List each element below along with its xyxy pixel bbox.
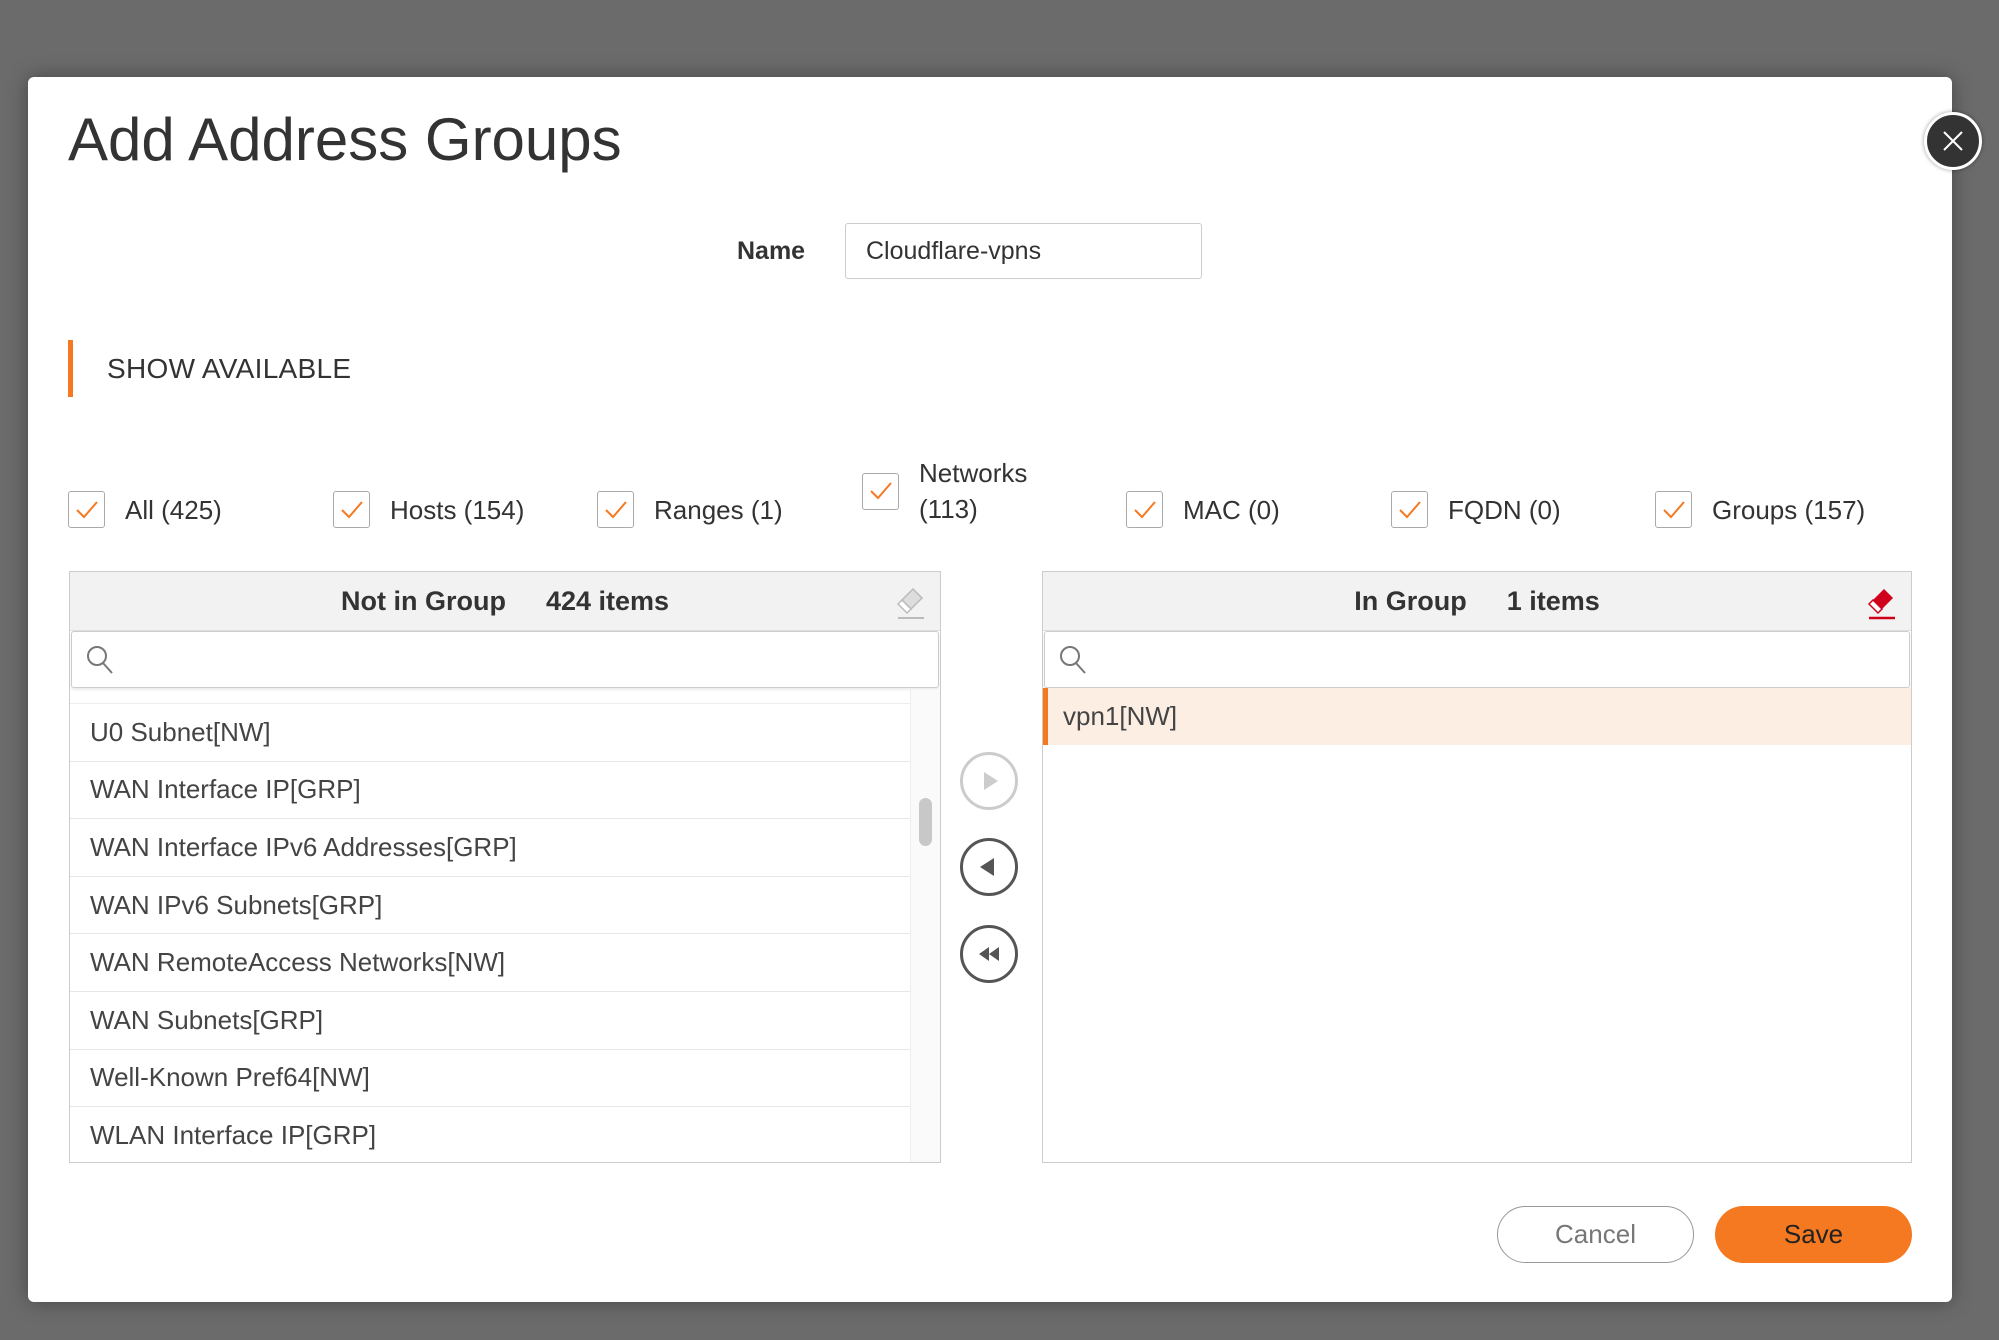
filter-checkbox-networks[interactable]: Networks (113) bbox=[862, 455, 1027, 527]
name-input[interactable] bbox=[845, 223, 1202, 279]
play-right-icon bbox=[984, 772, 998, 790]
filter-label: MAC (0) bbox=[1183, 494, 1280, 525]
close-button[interactable] bbox=[1924, 112, 1982, 170]
list-item[interactable]: WAN RemoteAccess Networks[NW] bbox=[70, 934, 910, 992]
not-in-group-scrollbar[interactable] bbox=[910, 690, 940, 1162]
checkbox[interactable] bbox=[68, 491, 105, 528]
save-button[interactable]: Save bbox=[1715, 1206, 1912, 1263]
in-group-title: In Group bbox=[1354, 585, 1467, 616]
not-in-group-search-input[interactable] bbox=[124, 632, 938, 687]
filter-label: All (425) bbox=[125, 494, 222, 525]
list-item[interactable]: WAN Subnets[GRP] bbox=[70, 992, 910, 1050]
filter-checkbox-hosts[interactable]: Hosts (154) bbox=[333, 491, 524, 528]
filter-label: FQDN (0) bbox=[1448, 494, 1561, 525]
list-item[interactable]: WAN Interface IP[GRP] bbox=[70, 762, 910, 820]
checkbox[interactable] bbox=[1126, 491, 1163, 528]
list-item[interactable]: Well-Known Pref64[NW] bbox=[70, 1050, 910, 1108]
filter-label: Hosts (154) bbox=[390, 494, 525, 525]
search-icon bbox=[87, 645, 113, 674]
not-in-group-panel: Not in Group 424 items U0 Subnet[NW] WAN … bbox=[69, 571, 941, 1163]
not-in-group-header: Not in Group 424 items bbox=[70, 572, 940, 631]
checkmark-icon bbox=[869, 482, 892, 500]
list-item[interactable]: U0 Subnet[NW] bbox=[70, 704, 910, 762]
in-group-search-input[interactable] bbox=[1097, 632, 1909, 687]
name-label: Name bbox=[737, 237, 806, 265]
checkmark-icon bbox=[604, 500, 627, 518]
not-in-group-title: Not in Group bbox=[340, 585, 506, 616]
not-in-group-count: 424 items bbox=[545, 585, 670, 616]
in-group-search[interactable] bbox=[1044, 631, 1910, 688]
filter-checkbox-groups[interactable]: Groups (157) bbox=[1655, 491, 1865, 528]
checkmark-icon bbox=[75, 500, 98, 518]
remove-all-button[interactable] bbox=[960, 925, 1018, 983]
section-accent-bar bbox=[68, 340, 73, 397]
filter-checkbox-all[interactable]: All (425) bbox=[68, 491, 222, 528]
play-left-icon bbox=[980, 858, 994, 876]
in-group-panel: In Group 1 items vpn1[NW] bbox=[1042, 571, 1912, 1163]
checkmark-icon bbox=[1662, 500, 1685, 518]
checkbox[interactable] bbox=[597, 491, 634, 528]
list-item[interactable]: WAN Interface IPv6 Addresses[GRP] bbox=[70, 819, 910, 877]
checkmark-icon bbox=[1133, 500, 1156, 518]
in-group-header: In Group 1 items bbox=[1043, 572, 1911, 631]
filter-label: Networks (113) bbox=[919, 458, 1028, 524]
add-to-group-button[interactable] bbox=[960, 752, 1018, 810]
not-in-group-list: U0 Subnet[NW] WAN Interface IP[GRP] WAN In… bbox=[70, 690, 910, 1162]
not-in-group-search[interactable] bbox=[71, 631, 939, 688]
in-group-count: 1 items bbox=[1506, 585, 1600, 616]
checkbox[interactable] bbox=[333, 491, 370, 528]
checkmark-icon bbox=[340, 500, 363, 518]
close-icon bbox=[1943, 131, 1963, 151]
filter-label: Groups (157) bbox=[1712, 494, 1866, 525]
add-address-groups-dialog: Add Address Groups Name SHOW AVAILABLE A… bbox=[28, 77, 1982, 1302]
filter-label: Ranges (1) bbox=[654, 494, 783, 525]
list-item[interactable]: WAN IPv6 Subnets[GRP] bbox=[70, 877, 910, 935]
checkmark-icon bbox=[1398, 500, 1421, 518]
dialog-title: Add Address Groups bbox=[68, 106, 622, 173]
show-available-heading: SHOW AVAILABLE bbox=[107, 353, 352, 384]
clear-eraser-icon[interactable] bbox=[1867, 586, 1897, 627]
remove-from-group-button[interactable] bbox=[960, 838, 1018, 896]
rewind-icon bbox=[979, 947, 999, 961]
list-item[interactable]: WLAN Interface IP[GRP] bbox=[70, 1107, 910, 1162]
filter-checkbox-ranges[interactable]: Ranges (1) bbox=[597, 491, 783, 528]
checkbox[interactable] bbox=[862, 472, 899, 510]
search-icon bbox=[1060, 645, 1086, 674]
filter-checkbox-mac[interactable]: MAC (0) bbox=[1126, 491, 1280, 528]
checkbox[interactable] bbox=[1391, 491, 1428, 528]
scrollbar-thumb[interactable] bbox=[919, 798, 932, 846]
checkbox[interactable] bbox=[1655, 491, 1692, 528]
clear-eraser-icon[interactable] bbox=[896, 586, 926, 627]
cancel-button[interactable]: Cancel bbox=[1497, 1206, 1694, 1263]
filter-checkbox-fqdn[interactable]: FQDN (0) bbox=[1391, 491, 1561, 528]
list-item-selected[interactable]: vpn1[NW] bbox=[1043, 688, 1911, 745]
